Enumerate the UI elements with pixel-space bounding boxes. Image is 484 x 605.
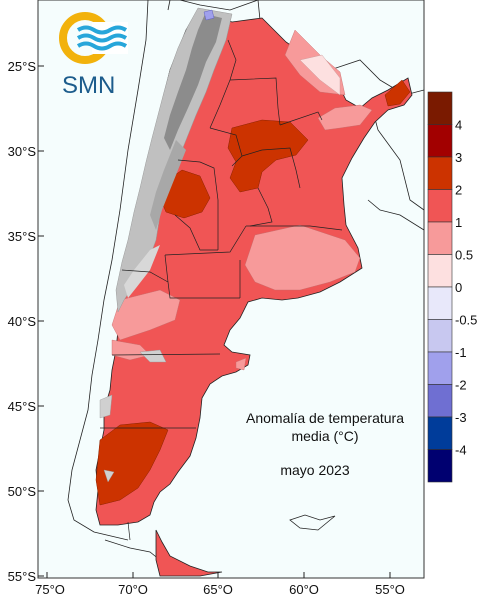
legend-swatch [427,384,453,418]
lon-label-75: 75°O [35,582,65,597]
legend-swatch [427,351,453,385]
legend-label: 1 [455,215,462,230]
logo-waves-icon [76,25,128,35]
lat-label-40: 40°S [8,314,37,329]
legend-swatch [427,156,453,190]
lat-label-30: 30°S [8,144,37,159]
lat-label-35: 35°S [8,229,37,244]
lat-label-55: 55°S [8,569,37,584]
smn-logo: SMN [59,12,128,99]
no-data-andes [99,7,233,483]
legend-label: 0 [455,280,462,295]
anomaly-2-3-zones [95,79,411,506]
legend-label: 3 [455,150,462,165]
lat-label-45: 45°S [8,399,37,414]
legend-swatch [427,449,453,483]
lat-label-25: 25°S [8,59,37,74]
legend-label: -2 [455,378,467,393]
map-title-line2: media (°C) [291,428,359,444]
legend-swatch [427,254,453,288]
legend-swatch [427,286,453,320]
legend-label: -4 [455,443,467,458]
anomaly-negative-spot [203,9,215,21]
lon-ticks [46,572,391,578]
legend-label: 2 [455,183,462,198]
map-title-line1: Anomalía de temperatura [246,410,404,426]
lon-label-55: 55°O [375,582,405,597]
map-period: mayo 2023 [280,462,350,478]
legend-swatch [427,124,453,158]
lon-label-70: 70°O [118,582,148,597]
tierra-del-fuego [155,529,223,577]
logo-text: SMN [62,72,115,99]
province-borders [100,39,343,541]
lon-label-65: 65°O [203,582,233,597]
lat-label-50: 50°S [8,484,37,499]
legend-swatch [427,221,453,255]
legend-swatch [427,189,453,223]
anomaly-0-05-zone [299,54,341,96]
legend-label: -3 [455,410,467,425]
legend-swatch [427,319,453,353]
lon-tick-labels: 75°O 70°O 65°O 60°O 55°O [35,582,405,597]
lon-label-60: 60°O [289,582,319,597]
lat-tick-labels: 25°S 30°S 35°S 40°S 45°S 50°S 55°S [8,59,37,584]
legend-swatch [427,91,453,125]
legend-label: 4 [455,118,462,133]
legend: 4 3 2 1 0.5 0 -0.5 -1 -2 -3 -4 [427,91,477,483]
lat-ticks [38,65,44,577]
legend-label: -0.5 [455,313,477,328]
legend-label: 0.5 [455,248,473,263]
legend-label: -1 [455,345,467,360]
